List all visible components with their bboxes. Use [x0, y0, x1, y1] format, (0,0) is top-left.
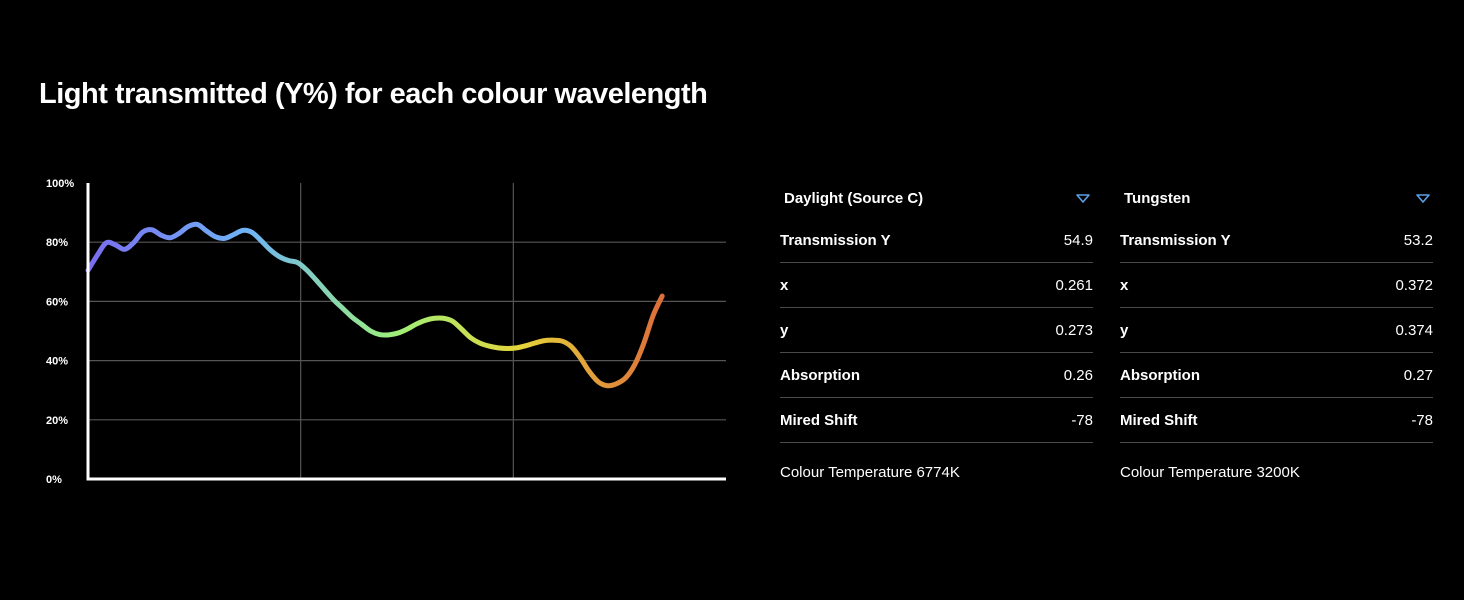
daylight-colour-temperature: Colour Temperature 6774K [780, 464, 960, 481]
daylight-panel: Daylight (Source C) Transmission Y 54.9 … [780, 178, 1093, 481]
tungsten-row-transmission: Transmission Y 53.2 [1120, 218, 1433, 263]
row-value: 0.261 [1055, 276, 1093, 294]
tungsten-row-mired-shift: Mired Shift -78 [1120, 398, 1433, 443]
row-value: 54.9 [1063, 231, 1093, 249]
row-label: Absorption [780, 366, 860, 384]
y-tick-label: 100% [46, 178, 74, 190]
tungsten-source-select[interactable]: Tungsten [1120, 178, 1433, 218]
row-label: Mired Shift [780, 411, 858, 429]
row-label: Transmission Y [1120, 231, 1231, 249]
daylight-row-mired-shift: Mired Shift -78 [780, 398, 1093, 443]
row-value: -78 [1411, 411, 1433, 429]
tungsten-row-x: x 0.372 [1120, 263, 1433, 308]
row-label: x [780, 276, 789, 294]
tungsten-colour-temperature: Colour Temperature 3200K [1120, 464, 1300, 481]
tungsten-panel: Tungsten Transmission Y 53.2 x 0.372 y 0… [1120, 178, 1433, 481]
y-tick-label: 40% [46, 356, 68, 368]
row-value: 0.372 [1395, 276, 1433, 294]
tungsten-panel-title: Tungsten [1124, 189, 1191, 207]
transmission-chart: 0% 20% 40% 60% 80% 100% [46, 178, 726, 486]
row-label: Transmission Y [780, 231, 891, 249]
daylight-row-absorption: Absorption 0.26 [780, 353, 1093, 398]
y-tick-label: 60% [46, 296, 68, 308]
page-title: Light transmitted (Y%) for each colour w… [39, 78, 708, 110]
row-label: y [1120, 321, 1129, 339]
daylight-source-select[interactable]: Daylight (Source C) [780, 178, 1093, 218]
dropdown-triangle-icon[interactable] [1075, 192, 1091, 204]
daylight-row-y: y 0.273 [780, 308, 1093, 353]
y-tick-label: 80% [46, 237, 68, 249]
daylight-row-transmission: Transmission Y 54.9 [780, 218, 1093, 263]
daylight-row-x: x 0.261 [780, 263, 1093, 308]
row-value: 53.2 [1403, 231, 1433, 249]
row-value: -78 [1071, 411, 1093, 429]
daylight-panel-title: Daylight (Source C) [784, 189, 924, 207]
y-tick-label: 0% [46, 474, 62, 486]
row-value: 0.26 [1063, 366, 1093, 384]
transmission-series-line [85, 221, 665, 389]
row-label: x [1120, 276, 1129, 294]
tungsten-row-y: y 0.374 [1120, 308, 1433, 353]
row-label: Mired Shift [1120, 411, 1198, 429]
row-value: 0.27 [1403, 366, 1433, 384]
row-label: Absorption [1120, 366, 1200, 384]
row-value: 0.273 [1055, 321, 1093, 339]
tungsten-row-absorption: Absorption 0.27 [1120, 353, 1433, 398]
y-tick-label: 20% [46, 415, 68, 427]
row-value: 0.374 [1395, 321, 1433, 339]
dropdown-triangle-icon[interactable] [1415, 192, 1431, 204]
row-label: y [780, 321, 789, 339]
